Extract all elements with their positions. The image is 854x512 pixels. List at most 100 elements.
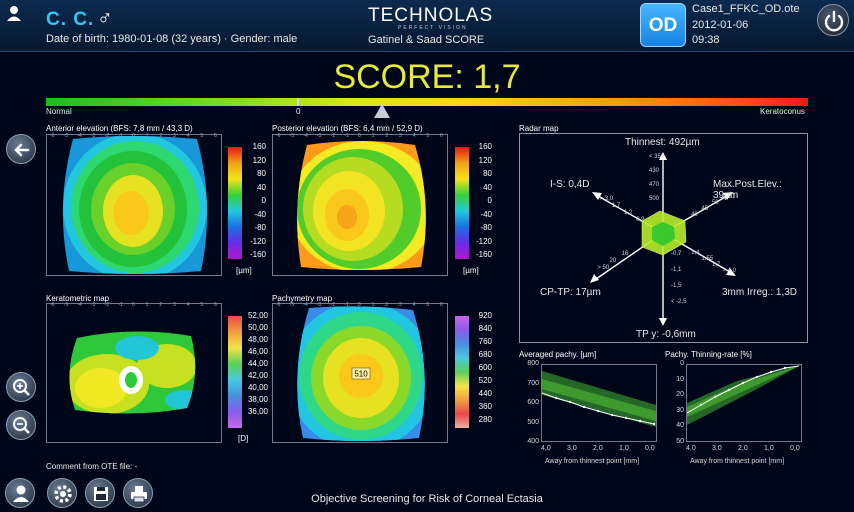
map-axis-tick: -2: [330, 133, 336, 139]
power-button[interactable]: [817, 4, 849, 36]
graph-y-tick: 500: [527, 418, 539, 426]
graph-y-tick: 20: [676, 391, 684, 399]
map-axis-tick: -3: [317, 302, 322, 308]
score-scale-bar: [46, 98, 808, 106]
radar-tick: > 4,0: [722, 268, 736, 274]
keratometric-unit: [D]: [238, 434, 249, 443]
radar-plot: [590, 152, 736, 326]
eye-badge[interactable]: OD: [640, 3, 686, 47]
anterior-elevation-map[interactable]: [46, 134, 222, 276]
map-axis-tick: 6: [440, 133, 443, 139]
radar-tick: 1,2: [623, 210, 633, 216]
posterior-scale-label: -40: [480, 209, 492, 219]
thinning-rate-graph[interactable]: [686, 364, 802, 442]
map-axis-tick: -6: [276, 133, 281, 139]
back-button[interactable]: [6, 134, 36, 164]
map-axis-tick: -1: [118, 302, 123, 308]
save-icon: [94, 487, 108, 501]
radar-tick: 20: [609, 258, 617, 264]
map-axis-tick: -4: [77, 302, 82, 308]
zoom-in-icon: [13, 379, 30, 396]
map-axis-tick: 4: [186, 302, 190, 308]
keratoconus-label: Keratoconus: [760, 107, 805, 116]
zoom-out-button[interactable]: [6, 410, 36, 440]
radar-tick: 40: [691, 212, 698, 218]
posterior-scale-label: 80: [483, 169, 492, 178]
gear-icon: [54, 485, 72, 503]
keratometric-scale-label: 42,00: [247, 371, 268, 380]
map-axis-tick: 6: [440, 302, 443, 308]
map-axis-tick: 5: [426, 302, 430, 308]
anterior-scale-label: -120: [249, 236, 266, 246]
radar-map[interactable]: Thinnest: 492µm Max.Post.Elev.: 39µm 3mm…: [519, 133, 808, 343]
patient-button[interactable]: [5, 478, 35, 508]
pachymetry-scale-label: 840: [478, 324, 492, 333]
map-axis-tick: 3: [173, 133, 176, 139]
keratometric-colorbar: [228, 316, 242, 428]
pachymetry-scale-label: 760: [478, 337, 492, 346]
print-button[interactable]: [123, 478, 153, 508]
anterior-scale-label: 160: [252, 142, 266, 151]
zoom-out-icon: [13, 417, 30, 434]
radar-tick: 16: [621, 251, 629, 257]
graph-y-tick: 600: [527, 399, 539, 406]
radar-thinnest: Thinnest: 492µm: [625, 137, 700, 148]
pachymetry-scale-label: 440: [478, 389, 492, 398]
posterior-elevation-map[interactable]: [272, 134, 448, 276]
keratometric-scale-label: 46,00: [247, 347, 268, 356]
map-axis-tick: -4: [77, 133, 82, 139]
map-axis-tick: 6: [214, 302, 217, 308]
graph-y-tick: 50: [676, 438, 684, 445]
keratometric-scale-label: 44,00: [247, 359, 268, 368]
anterior-scale-label: -80: [254, 223, 266, 232]
pachymetry-map[interactable]: 5 1 0: [272, 303, 448, 443]
averaged-pachy-graph[interactable]: [541, 364, 657, 442]
radar-tick: < 350: [649, 154, 665, 160]
map-axis-tick: 5: [200, 133, 204, 139]
user-icon[interactable]: [6, 5, 22, 21]
keratometric-title: Keratometric map: [46, 294, 110, 303]
score-zero-label: 0: [296, 107, 301, 116]
settings-button[interactable]: [47, 478, 77, 508]
map-axis-tick: 2: [385, 302, 389, 308]
male-icon: ♂: [97, 7, 113, 30]
map-axis-tick: -4: [303, 133, 308, 139]
graph-x-tick: 4,0: [686, 445, 696, 452]
mode-text: Gatinel & Saad SCORE: [368, 34, 485, 46]
graph-x-tick: 2,0: [738, 445, 748, 452]
pachymetry-scale-label: 920: [478, 311, 492, 320]
score-value: SCORE: 1,7: [333, 58, 521, 96]
map-axis-tick: -3: [317, 133, 322, 139]
thinning-rate-title: Pachy. Thinning-rate [%]: [665, 350, 752, 359]
map-axis-tick: 0: [358, 133, 361, 139]
map-axis-tick: -6: [276, 302, 281, 308]
anterior-scale-label: -40: [254, 209, 266, 219]
graph-y-tick: 0: [680, 360, 684, 367]
print-icon: [131, 486, 147, 503]
keratometric-map[interactable]: [46, 303, 222, 443]
keratometric-scale-label: 48,00: [247, 335, 268, 344]
radar-tick: 45: [701, 206, 709, 212]
anterior-elevation-title: Anterior elevation (BFS: 7,8 mm / 43,3 D…: [46, 124, 193, 133]
save-button[interactable]: [85, 478, 115, 508]
file-name: Case1_FFKC_OD.ote: [692, 3, 800, 15]
anterior-unit: [µm]: [236, 266, 252, 275]
keratometric-scale-label: 50,00: [247, 323, 268, 332]
map-axis-tick: -5: [63, 133, 69, 139]
graph-y-tick: 700: [527, 379, 539, 387]
ote-comment: Comment from OTE file: -: [46, 462, 138, 471]
pachymetry-scale-label: 600: [478, 363, 492, 372]
pachymetry-colorbar: [455, 316, 469, 428]
exam-date: 2012-01-06: [692, 19, 749, 31]
averaged-pachy-plot: [541, 371, 656, 427]
radar-tick: > 70: [722, 194, 735, 200]
radar-tick: 0,9: [636, 217, 645, 223]
pachy-center-value: 510: [354, 370, 368, 379]
radar-tick: 1,4: [691, 250, 700, 256]
radar-tick: 500: [649, 196, 660, 202]
keratometric-scale-label: 40,00: [247, 383, 268, 392]
zoom-in-button[interactable]: [6, 372, 36, 402]
anterior-colorbar: [228, 147, 242, 259]
radar-tick: 470: [649, 182, 660, 188]
graph-x-tick: 0,0: [645, 445, 655, 452]
